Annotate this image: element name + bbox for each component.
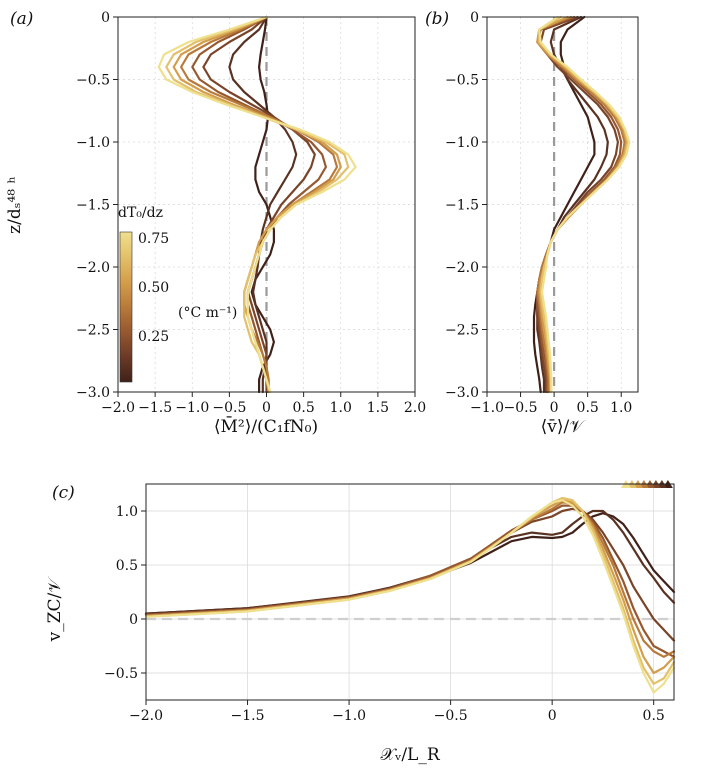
panel-c-xtick-label: −0.5 [434,708,468,724]
panel-a-xtick-label: −1.0 [175,400,209,416]
panel-a-xlabel: ⟨M̄²⟩/(C₁fN₀) [214,415,318,437]
panel-a-xtick-label: −0.5 [212,400,246,416]
panel-a-xtick-label: −1.5 [138,400,172,416]
panel-b-xtick-label: 1.0 [610,400,632,416]
colorbar-unit: (°C m⁻¹) [178,305,237,321]
panel-b-xtick-label: −1.0 [470,400,504,416]
panel-c-frame [145,483,675,701]
panel-c-xtick-label: 0.5 [643,708,665,724]
panel-c-label: (c) [52,483,75,503]
panel-b-label: (b) [425,9,449,29]
panel-a-xtick-label: 1.5 [367,400,389,416]
colorbar: dT₀/dz 0.25 0.50 0.75 (°C m⁻¹) [118,205,237,383]
panel-c-series-line [144,501,676,658]
panel-b-xtick-label: 0.5 [577,400,599,416]
panel-a-ytick-label: 0 [101,10,110,26]
panel-c-ytick-label: 0.5 [116,558,138,574]
panel-c-xtick-label: −2.0 [129,708,163,724]
panel-a-xtick-label: −2.0 [101,400,135,416]
panel-a-xtick-label: 0 [262,400,271,416]
panel-c-xtick-label: −1.0 [332,708,366,724]
colorbar-tick-025: 0.25 [138,329,169,345]
panel-b-ytick-label: −0.5 [445,73,479,89]
panel-a-series-line [157,15,357,394]
panel-b-ytick-label: −1.0 [445,135,479,151]
panel-c-xlabel: 𝒳ᵥ/L_R [380,745,440,765]
panel-a-label: (a) [10,9,33,29]
colorbar-gradient [119,231,133,383]
panel-b-series-line [536,15,609,394]
panel-a-xtick-label: 0.5 [292,400,314,416]
panel-b-ytick-label: −1.5 [445,198,479,214]
panel-a-series-line [250,15,275,394]
colorbar-tick-075: 0.75 [138,231,169,247]
panel-a-ytick-label: −3.0 [76,385,110,401]
panel-a-series-line [191,15,327,394]
panel-c-series-line [144,499,676,694]
panel-b-series-line [536,15,620,394]
panel-b-xtick-label: 0 [550,400,559,416]
panel-c-series-line [144,504,676,658]
panel-b-ytick-label: −3.0 [445,385,479,401]
panel-c-xtick-label: 0 [548,708,557,724]
panel-b-plot: −1.0 −0.5 0 0.5 1.00−0.5−1.0−1.5−2.0−2.5−3.0 [445,10,639,416]
panel-b-ytick-label: 0 [470,10,479,26]
panel-b-ytick-label: −2.5 [445,323,479,339]
panel-c-ylabel: v_ZC/𝒱 [45,576,65,643]
panel-b-xtick-label: −0.5 [504,400,538,416]
panel-b-ytick-label: −2.0 [445,260,479,276]
panel-c-ytick-label: 1.0 [116,504,138,520]
panel-c-ytick-label: −0.5 [104,666,138,682]
panel-a-ytick-label: −2.0 [76,260,110,276]
panel-b-xlabel: ⟨v̄⟩/𝒱 [541,417,587,437]
panel-a-xtick-label: 1.0 [330,400,352,416]
panel-a-ytick-label: −1.0 [76,135,110,151]
panel-a-ylabel: z/dₛ⁴⁸ ʰ [5,176,25,234]
panel-a-ytick-label: −0.5 [76,73,110,89]
panel-a-plot: −2.0 −1.5 −1.0 −0.5 0 0.5 1.0 1.5 2.00−0.5−1.0−1… [76,10,426,416]
colorbar-title: dT₀/dz [118,205,163,221]
panel-a-ytick-label: −1.5 [76,198,110,214]
panel-a-xtick-label: 2.0 [404,400,426,416]
panel-a-series-line [228,15,298,394]
colorbar-tick-050: 0.50 [138,280,169,296]
panel-a-series-line [202,15,316,394]
panel-c-plot: −2.0 −1.5 −1.0 −0.5 0 0.5 1.0 0.5 0 −0.5 [104,480,676,724]
panel-c-ytick-label: 0 [129,612,138,628]
panel-b-series-line [538,15,631,394]
panel-c-xtick-label: −1.5 [231,708,265,724]
panel-a-ytick-label: −2.5 [76,323,110,339]
